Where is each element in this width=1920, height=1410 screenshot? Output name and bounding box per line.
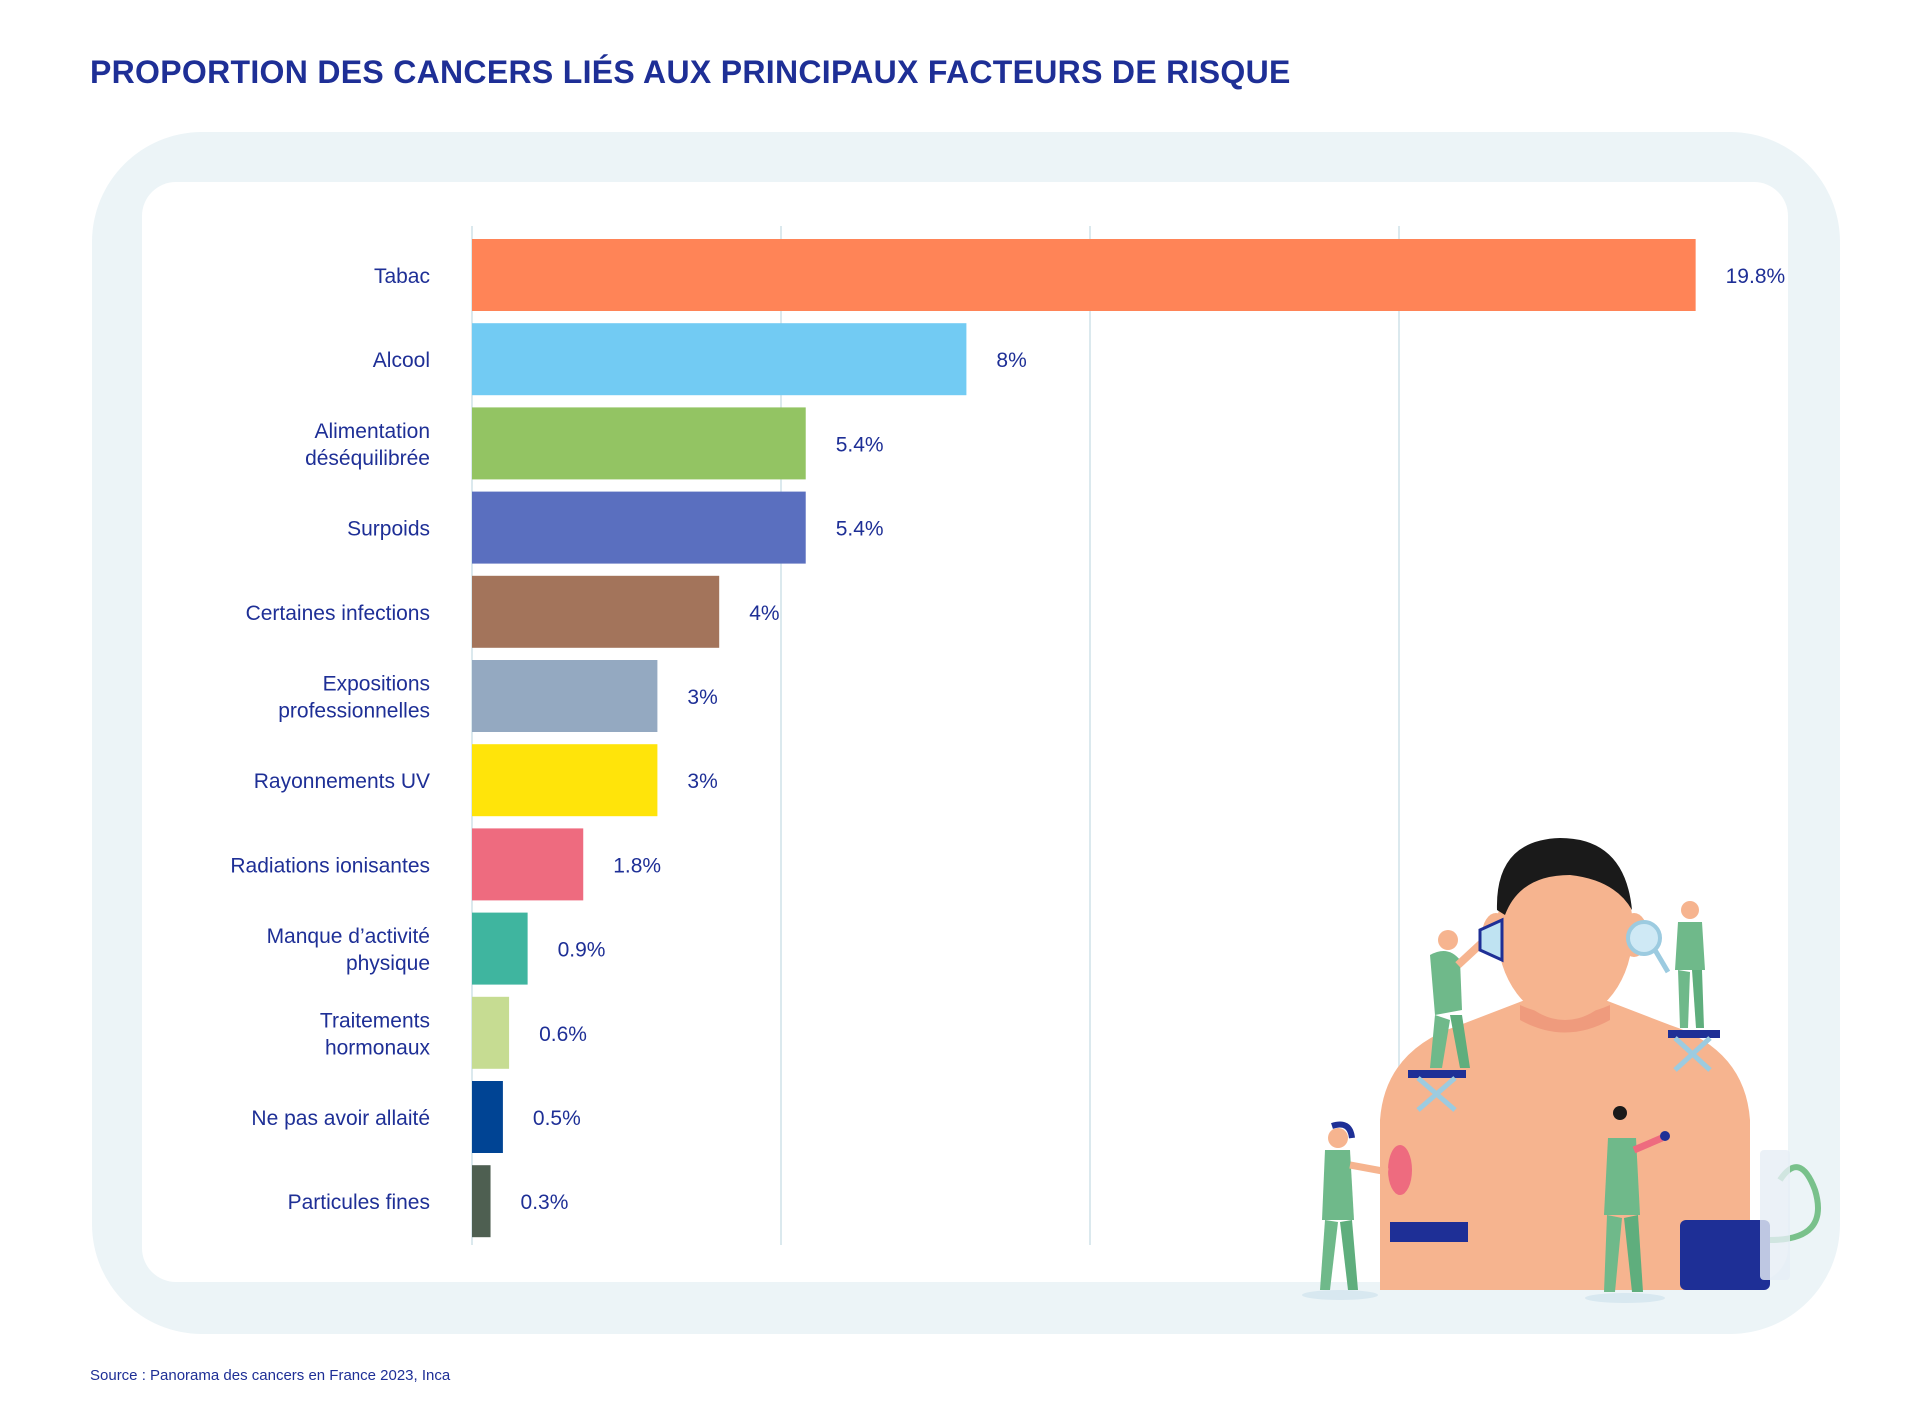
bar: [472, 828, 584, 901]
bar: [472, 744, 658, 817]
category-label: Ne pas avoir allaité: [251, 1107, 430, 1130]
bar: [472, 575, 720, 648]
data-label: 1.8%: [613, 854, 661, 877]
bar: [472, 996, 510, 1069]
category-label: Radiations ionisantes: [230, 854, 430, 877]
category-label: Surpoids: [347, 518, 430, 541]
bar: [472, 660, 658, 732]
category-label: Tabac: [374, 265, 430, 288]
category-label: Manque d’activité physique: [267, 925, 430, 975]
data-label: 8%: [996, 349, 1026, 372]
source-note: Source : Panorama des cancers en France …: [90, 1367, 451, 1384]
data-label: 4%: [749, 602, 779, 625]
data-label: 3%: [687, 686, 717, 709]
category-label: Particules fines: [288, 1191, 430, 1214]
category-label: Traitements hormonaux: [320, 1009, 431, 1059]
data-label: 5.4%: [836, 433, 884, 456]
data-label: 0.9%: [558, 939, 606, 962]
chart-title: PROPORTION DES CANCERS LIÉS AUX PRINCIPA…: [90, 54, 1291, 90]
bar: [472, 1165, 491, 1238]
category-label: Expositions professionnelles: [278, 673, 430, 723]
data-label: 0.3%: [521, 1191, 569, 1214]
category-label: Alcool: [373, 349, 430, 372]
category-label: Alimentation déséquilibrée: [305, 420, 430, 470]
data-label: 3%: [687, 770, 717, 793]
data-label: 19.8%: [1726, 265, 1786, 288]
category-label: Certaines infections: [246, 602, 430, 625]
data-label: 5.4%: [836, 518, 884, 541]
data-label: 0.5%: [533, 1107, 581, 1130]
bar: [472, 912, 528, 985]
bar: [472, 239, 1696, 311]
data-label: 0.6%: [539, 1023, 587, 1046]
category-label: Rayonnements UV: [254, 770, 430, 793]
bar: [472, 407, 806, 480]
bar: [472, 491, 806, 564]
bar: [472, 323, 967, 396]
doctors-examining-patient-illustration: [1302, 838, 1821, 1303]
bar: [472, 1081, 503, 1153]
